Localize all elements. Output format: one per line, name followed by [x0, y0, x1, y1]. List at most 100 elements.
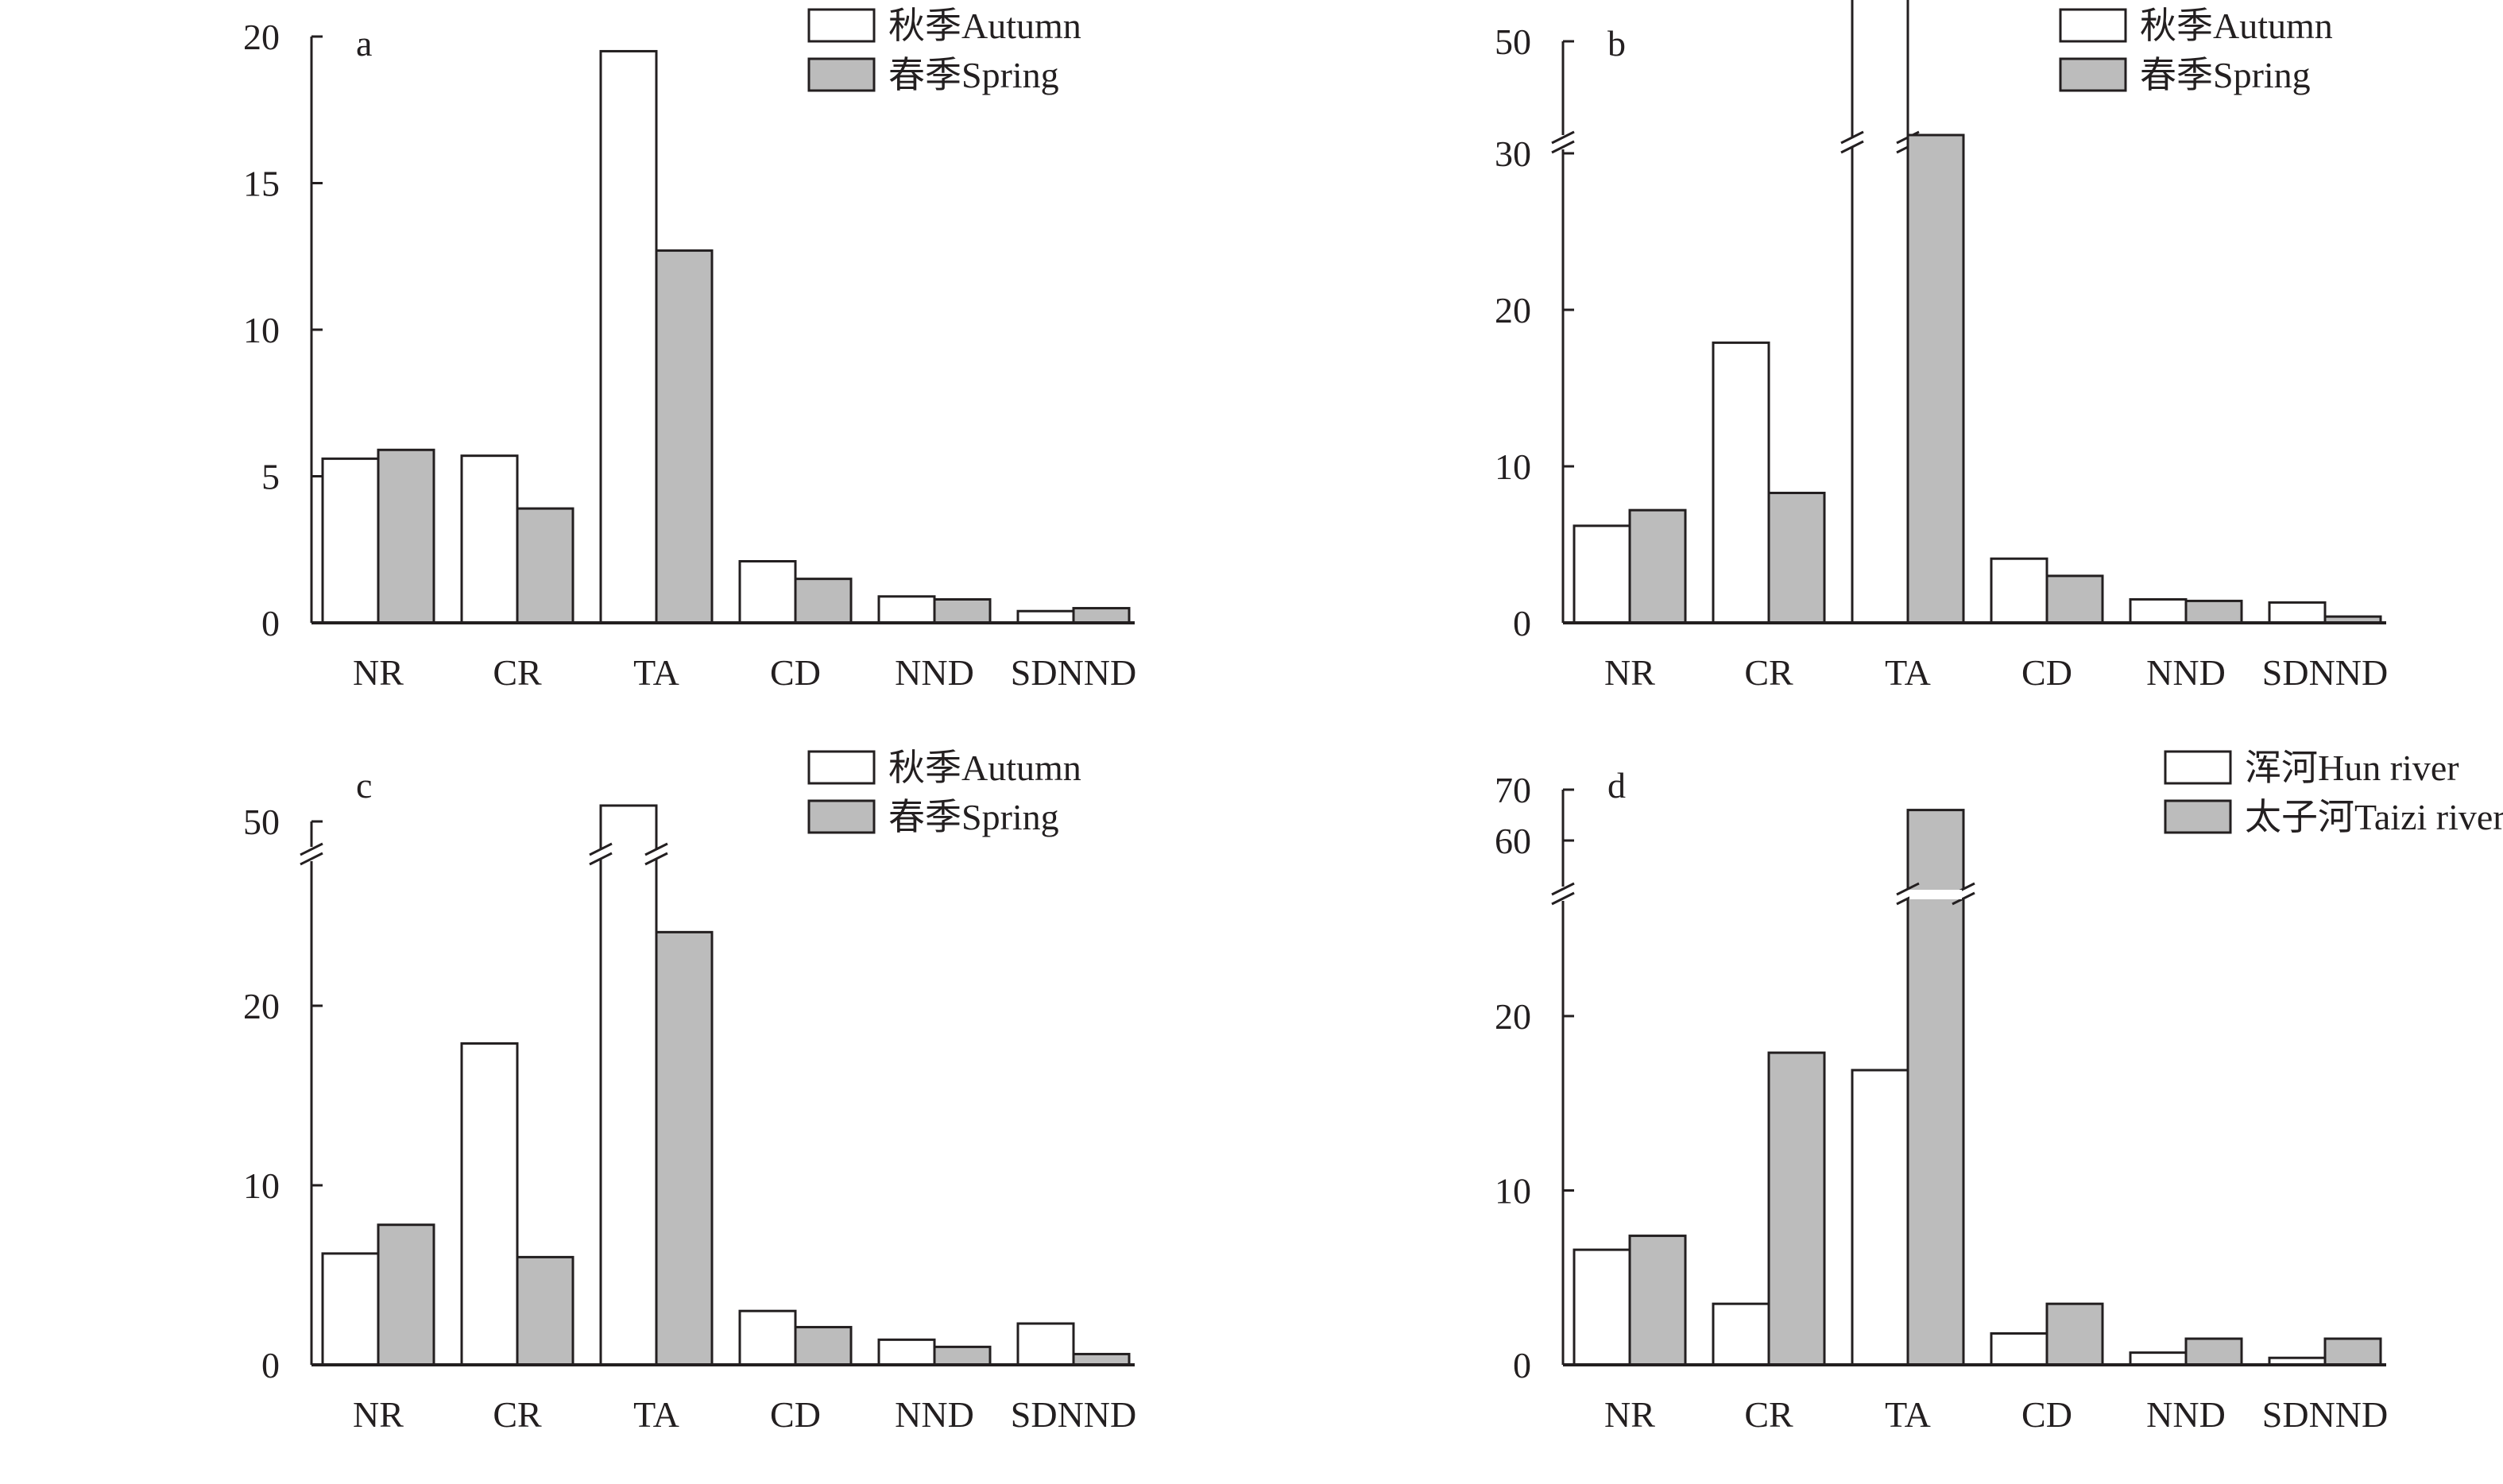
bar-sdnnd-series-2: [1072, 607, 1131, 624]
x-tick-label: CD: [770, 652, 821, 693]
y-axis-break-mark: [1551, 891, 1575, 906]
legend-swatch-series-2: [2164, 799, 2232, 834]
bar-nnd-series-1: [877, 1338, 936, 1366]
bar-break-mark: [589, 852, 613, 866]
bar-break-mark: [1840, 130, 1864, 145]
y-tick-label: 0: [1513, 1345, 1531, 1385]
x-tick-label: CD: [2021, 1394, 2072, 1435]
y-tick-label: 10: [243, 310, 280, 350]
bar-cr-series-2: [516, 507, 574, 624]
legend-swatch-series-1: [807, 8, 876, 43]
x-tick-label: NND: [895, 652, 974, 693]
bar-nnd-series-2: [933, 1345, 992, 1366]
panel-c: NR CR TA CD NND SDNND 0 10 20 50 c 秋季Autumn 春季Spring: [243, 748, 1136, 1435]
bar-break-mark: [644, 842, 668, 856]
bar-break-mark: [644, 852, 668, 866]
bar-cr-series-2: [1767, 491, 1826, 624]
legend-swatch-series-2: [2059, 57, 2127, 92]
y-tick-label: 20: [243, 17, 280, 57]
bar-nnd-series-1: [2129, 597, 2188, 624]
bar-nr-series-2: [1628, 1235, 1687, 1366]
bar-sdnnd-series-2: [1072, 1352, 1131, 1366]
legend-label-series-1: 秋季Autumn: [2140, 6, 2333, 46]
bar-cr-series-1: [460, 1042, 519, 1366]
x-tick-label: SDNND: [2262, 652, 2388, 693]
bar-nr-series-1: [1573, 524, 1631, 624]
bar-break-mark: [589, 842, 613, 856]
bar-nr-series-2: [377, 448, 435, 624]
y-tick-label: 10: [243, 1165, 280, 1206]
y-tick-label: 20: [1495, 290, 1531, 330]
legend-label-series-2: 春季Spring: [2140, 55, 2311, 95]
bar-nr-series-1: [321, 1252, 380, 1366]
bar-cr-series-1: [460, 454, 519, 624]
x-tick-label: NR: [1604, 652, 1655, 693]
bar-cd-series-2: [794, 578, 853, 624]
legend-swatch-series-1: [2059, 8, 2127, 43]
x-tick-label: NND: [895, 1394, 974, 1435]
x-tick-label: NND: [2146, 652, 2226, 693]
y-tick-label: 0: [261, 603, 280, 643]
y-tick-label: 15: [243, 164, 280, 204]
bar-ta-series-1: [599, 804, 658, 1366]
y-tick-label: 70: [1495, 770, 1531, 810]
bar-nnd-series-1: [2129, 1351, 2188, 1366]
bar-cd-series-1: [738, 560, 797, 624]
legend-swatch-series-2: [807, 799, 876, 834]
bar-ta-series-1: [1851, 0, 1909, 624]
panel-label: b: [1607, 23, 1626, 64]
legend-swatch-series-1: [2164, 750, 2232, 785]
bar-nr-series-2: [1628, 508, 1687, 624]
bar-break-mark: [1896, 882, 1920, 896]
panel-b: NR CR TA CD NND SDNND 0 10 20 30 50 b 秋季Autumn 春季Spri…: [1495, 0, 2388, 693]
y-tick-label: 20: [243, 986, 280, 1026]
bar-cd-series-2: [2045, 574, 2104, 624]
bar-ta-series-1: [599, 49, 658, 624]
bar-sdnnd-series-1: [2268, 601, 2327, 624]
x-tick-label: CD: [2021, 652, 2072, 693]
x-tick-label: TA: [633, 652, 679, 693]
x-tick-label: CR: [1744, 1394, 1793, 1435]
y-axis-break-mark: [1551, 882, 1575, 896]
bar-nnd-series-1: [877, 595, 936, 624]
panel-label: c: [356, 765, 372, 806]
y-axis-break-mark: [300, 842, 323, 856]
y-tick-label: 0: [261, 1345, 280, 1385]
bar-nnd-series-2: [2184, 599, 2243, 624]
x-tick-label: TA: [1885, 652, 1931, 693]
bar-sdnnd-series-1: [1016, 609, 1075, 624]
x-tick-label: CR: [1744, 652, 1793, 693]
y-axis-break-mark: [1551, 140, 1575, 154]
x-tick-label: NND: [2146, 1394, 2226, 1435]
bar-cr-series-2: [1767, 1051, 1826, 1366]
legend-label-series-1: 浑河Hun river: [2245, 748, 2459, 788]
x-tick-label: SDNND: [2262, 1394, 2388, 1435]
panel-label: a: [356, 23, 372, 64]
bar-nnd-series-2: [2184, 1337, 2243, 1366]
y-tick-label: 10: [1495, 1171, 1531, 1212]
panel-d: NR CR TA CD NND SDNND 0 10 20 60 70 d 浑河Hun river 太子河…: [1495, 748, 2503, 1435]
y-tick-label: 5: [261, 457, 280, 497]
x-tick-label: NR: [1604, 1394, 1655, 1435]
y-tick-label: 20: [1495, 996, 1531, 1037]
bar-ta-series-1: [1851, 1069, 1909, 1366]
panel-a: NR CR TA CD NND SDNND 0 5 10 15 20 a 秋季Autumn 春季Sprin…: [243, 6, 1136, 693]
bar-nr-series-2: [377, 1223, 435, 1366]
bar-cd-series-1: [1990, 1331, 2048, 1366]
y-tick-label: 10: [1495, 446, 1531, 487]
bar-cd-series-1: [1990, 557, 2048, 624]
legend-label-series-2: 春季Spring: [888, 797, 1059, 837]
x-tick-label: TA: [1885, 1394, 1931, 1435]
x-tick-label: CR: [493, 652, 542, 693]
bar-nnd-series-2: [933, 597, 992, 624]
bar-cr-series-1: [1712, 341, 1770, 624]
bar-break-mark: [1840, 140, 1864, 154]
y-tick-label: 50: [1495, 21, 1531, 62]
y-tick-label: 30: [1495, 133, 1531, 174]
y-tick-label: 50: [243, 802, 280, 842]
bar-sdnnd-series-2: [2323, 1337, 2382, 1366]
y-tick-label: 0: [1513, 603, 1531, 643]
y-tick-label: 60: [1495, 821, 1531, 861]
bar-nr-series-1: [1573, 1248, 1631, 1366]
legend-label-series-2: 太子河Taizi river: [2245, 797, 2503, 837]
